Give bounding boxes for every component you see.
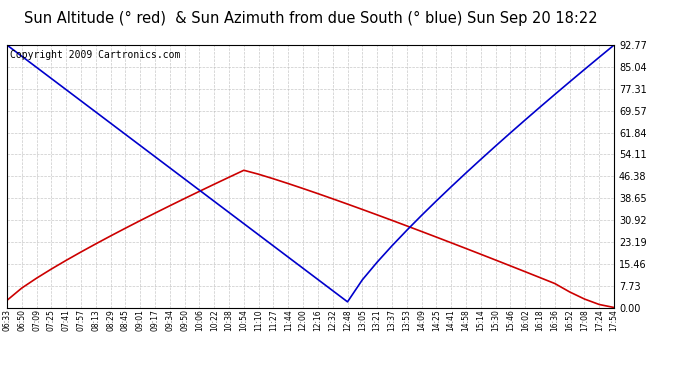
Text: Sun Altitude (° red)  & Sun Azimuth from due South (° blue) Sun Sep 20 18:22: Sun Altitude (° red) & Sun Azimuth from … <box>23 11 598 26</box>
Text: Copyright 2009 Cartronics.com: Copyright 2009 Cartronics.com <box>10 50 180 60</box>
